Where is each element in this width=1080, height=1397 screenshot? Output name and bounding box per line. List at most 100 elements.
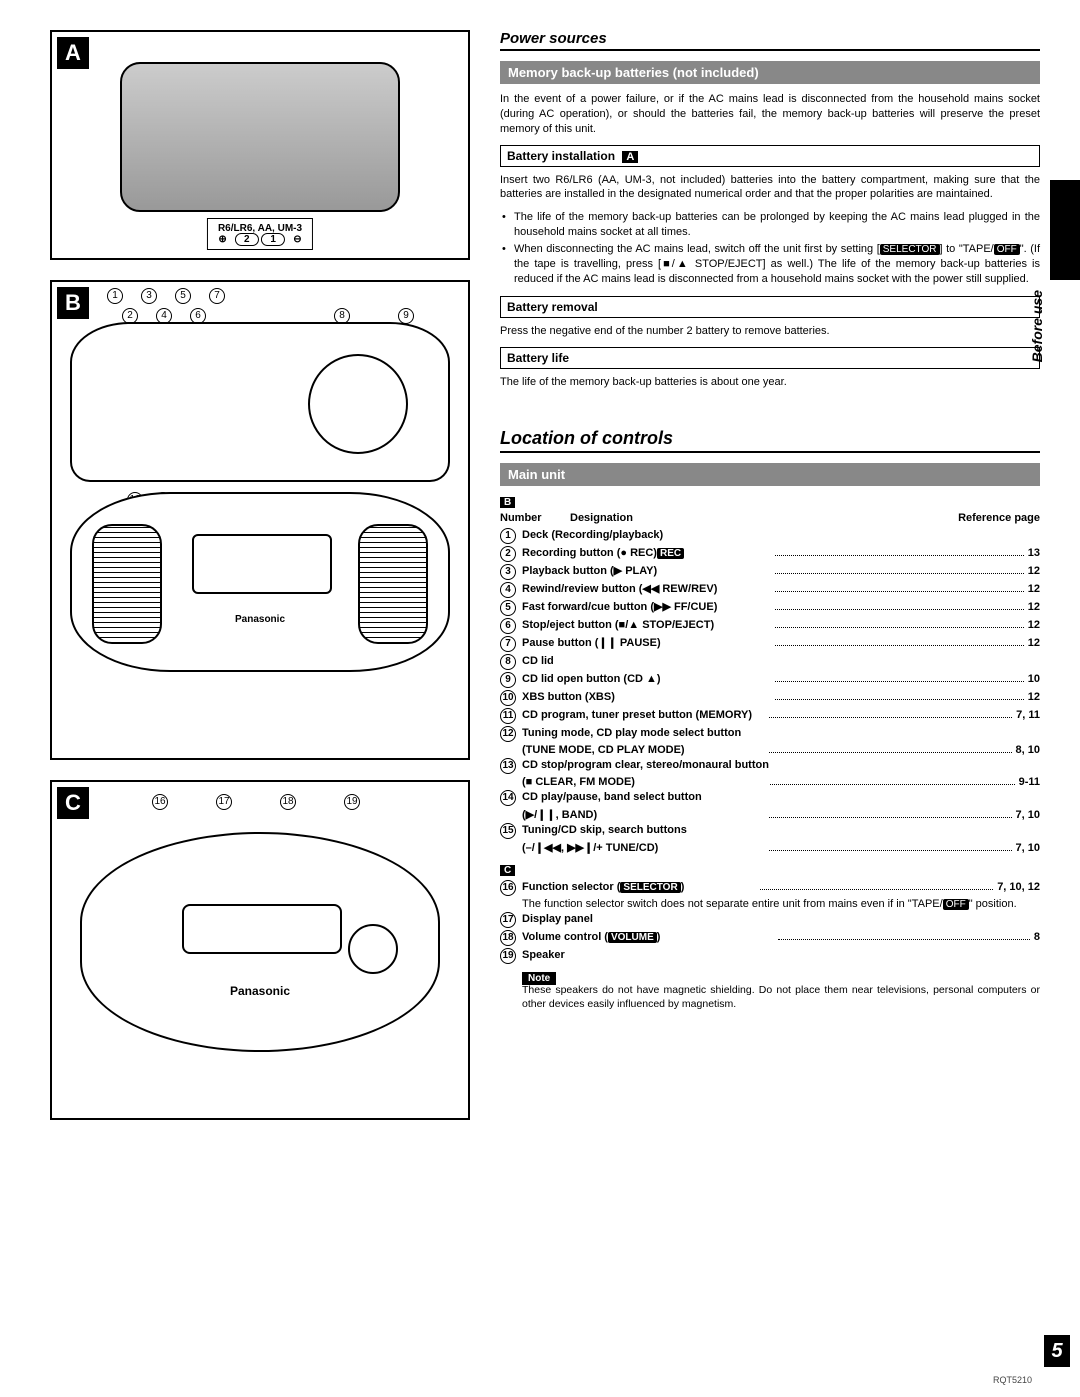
selector-badge: SELECTOR bbox=[880, 244, 940, 255]
control-row: 10XBS button (XBS)12 bbox=[500, 690, 1040, 706]
page-ref: 8, 10 bbox=[1016, 744, 1040, 756]
memory-intro-text: In the event of a power failure, or if t… bbox=[500, 92, 1040, 137]
control-number: 10 bbox=[500, 690, 516, 706]
control-row: 16Function selector (SELECTOR)7, 10, 12 bbox=[500, 880, 1040, 896]
control-row: 2Recording button (● REC)REC13 bbox=[500, 546, 1040, 562]
page-ref: 12 bbox=[1028, 619, 1040, 631]
control-number: 15 bbox=[500, 823, 516, 839]
figure-b-front-view: Panasonic bbox=[70, 492, 450, 672]
control-designation: CD stop/program clear, stereo/monaural b… bbox=[522, 759, 1040, 771]
callout: 5 bbox=[175, 288, 191, 304]
control-designation: Volume control (VOLUME) bbox=[522, 931, 774, 943]
leader-dots bbox=[769, 850, 1012, 851]
page-ref: 12 bbox=[1028, 601, 1040, 613]
battery-type-label: R6/LR6, AA, UM-3 bbox=[218, 223, 302, 234]
page-ref: 12 bbox=[1028, 583, 1040, 595]
figure-b-top-view bbox=[70, 322, 450, 482]
control-designation: CD lid bbox=[522, 655, 1040, 667]
install-ref-letter: A bbox=[622, 151, 638, 163]
battery-removal-header: Battery removal bbox=[500, 296, 1040, 318]
leader-dots bbox=[775, 555, 1024, 556]
bullet2-part: ] to "TAPE/ bbox=[940, 243, 994, 255]
battery-installation-header: Battery installation A bbox=[500, 145, 1040, 167]
control-row: 9 CD lid open button (CD ▲) 10 bbox=[500, 672, 1040, 688]
callout: 9 bbox=[398, 308, 414, 324]
controls-list-c: 16Function selector (SELECTOR)7, 10, 12T… bbox=[500, 880, 1040, 966]
page-ref: 7, 10 bbox=[1016, 809, 1040, 821]
main-unit-header: Main unit bbox=[500, 463, 1040, 486]
control-number: 7 bbox=[500, 636, 516, 652]
col-reference: Reference page bbox=[958, 512, 1040, 524]
control-row: 5 Fast forward/cue button (▶▶ FF/CUE) 12 bbox=[500, 600, 1040, 616]
speaker-right-icon bbox=[358, 524, 428, 644]
col-designation: Designation bbox=[570, 512, 958, 524]
control-designation: Function selector (SELECTOR) bbox=[522, 881, 756, 893]
side-tab bbox=[1050, 180, 1080, 280]
leader-dots bbox=[775, 699, 1024, 700]
control-designation: CD lid open button (CD ▲) bbox=[522, 673, 771, 685]
leader-dots bbox=[775, 591, 1024, 592]
leader-dots bbox=[775, 609, 1024, 610]
page-ref: 8 bbox=[1034, 931, 1040, 943]
callout: 18 bbox=[280, 794, 296, 810]
removal-text: Press the negative end of the number 2 b… bbox=[500, 324, 1040, 339]
leader-dots bbox=[775, 627, 1024, 628]
inverse-badge: OFF bbox=[943, 899, 969, 910]
control-subrow: (■ CLEAR, FM MODE)9-11 bbox=[500, 776, 1040, 788]
page-ref: 7, 10, 12 bbox=[997, 881, 1040, 893]
page-ref: 9-11 bbox=[1019, 776, 1040, 788]
control-designation: Fast forward/cue button (▶▶ FF/CUE) bbox=[522, 600, 771, 613]
page-number: 5 bbox=[1044, 1335, 1070, 1367]
control-designation: Display panel bbox=[522, 913, 1040, 925]
off-badge: OFF bbox=[994, 244, 1020, 255]
control-sub-designation: (▶/❙❙, BAND) bbox=[522, 808, 765, 821]
memory-backup-header: Memory back-up batteries (not included) bbox=[500, 61, 1040, 84]
control-designation: Stop/eject button (■/▲ STOP/EJECT) bbox=[522, 619, 771, 631]
bullet2-part: When disconnecting the AC mains lead, sw… bbox=[514, 243, 880, 255]
bullet-1: The life of the memory back-up batteries… bbox=[514, 210, 1040, 240]
control-number: 8 bbox=[500, 654, 516, 670]
install-bullets: The life of the memory back-up batteries… bbox=[500, 210, 1040, 288]
callout: 3 bbox=[141, 288, 157, 304]
control-row: 11CD program, tuner preset button (MEMOR… bbox=[500, 708, 1040, 724]
control-number: 5 bbox=[500, 600, 516, 616]
control-number: 3 bbox=[500, 564, 516, 580]
power-sources-title: Power sources bbox=[500, 30, 1040, 51]
figure-c-letter: C bbox=[57, 787, 89, 819]
control-designation: Pause button (❙❙ PAUSE) bbox=[522, 636, 771, 649]
control-subrow: The function selector switch does not se… bbox=[500, 898, 1040, 910]
page-ref: 12 bbox=[1028, 565, 1040, 577]
control-designation: Playback button (▶ PLAY) bbox=[522, 564, 771, 577]
control-row: 1Deck (Recording/playback) bbox=[500, 528, 1040, 544]
control-number: 9 bbox=[500, 672, 516, 688]
control-number: 14 bbox=[500, 790, 516, 806]
control-number: 6 bbox=[500, 618, 516, 634]
callout: 19 bbox=[344, 794, 360, 810]
callout: 7 bbox=[209, 288, 225, 304]
ref-c-badge: C bbox=[500, 865, 515, 876]
control-designation: Recording button (● REC)REC bbox=[522, 547, 771, 559]
control-sub-designation: The function selector switch does not se… bbox=[522, 898, 1040, 910]
control-subrow: (TUNE MODE, CD PLAY MODE) 8, 10 bbox=[500, 744, 1040, 756]
control-row: 14CD play/pause, band select button bbox=[500, 790, 1040, 806]
control-row: 15 Tuning/CD skip, search buttons bbox=[500, 823, 1040, 839]
page-ref: 7, 10 bbox=[1016, 842, 1040, 854]
page-ref: 12 bbox=[1028, 637, 1040, 649]
control-sub-designation: (TUNE MODE, CD PLAY MODE) bbox=[522, 744, 765, 756]
control-designation: Tuning/CD skip, search buttons bbox=[522, 824, 1040, 836]
battery-polarity: ⊕ 2 1 ⊖ bbox=[218, 233, 301, 246]
control-number: 17 bbox=[500, 912, 516, 928]
figure-c: C 16 17 18 19 Panasonic bbox=[50, 780, 470, 1120]
callout: 16 bbox=[152, 794, 168, 810]
side-section-label: Before use bbox=[1029, 290, 1045, 362]
footer-code: RQT5210 bbox=[993, 1375, 1032, 1385]
speaker-left-icon bbox=[92, 524, 162, 644]
page-ref: 10 bbox=[1028, 673, 1040, 685]
figure-c-device: Panasonic bbox=[80, 832, 440, 1052]
control-number: 2 bbox=[500, 546, 516, 562]
ref-b-badge: B bbox=[500, 497, 515, 508]
life-text: The life of the memory back-up batteries… bbox=[500, 375, 1040, 390]
battery-num-2: 2 bbox=[235, 233, 259, 246]
battery-label-box: R6/LR6, AA, UM-3 ⊕ 2 1 ⊖ bbox=[207, 218, 313, 250]
brand-label: Panasonic bbox=[235, 614, 285, 625]
